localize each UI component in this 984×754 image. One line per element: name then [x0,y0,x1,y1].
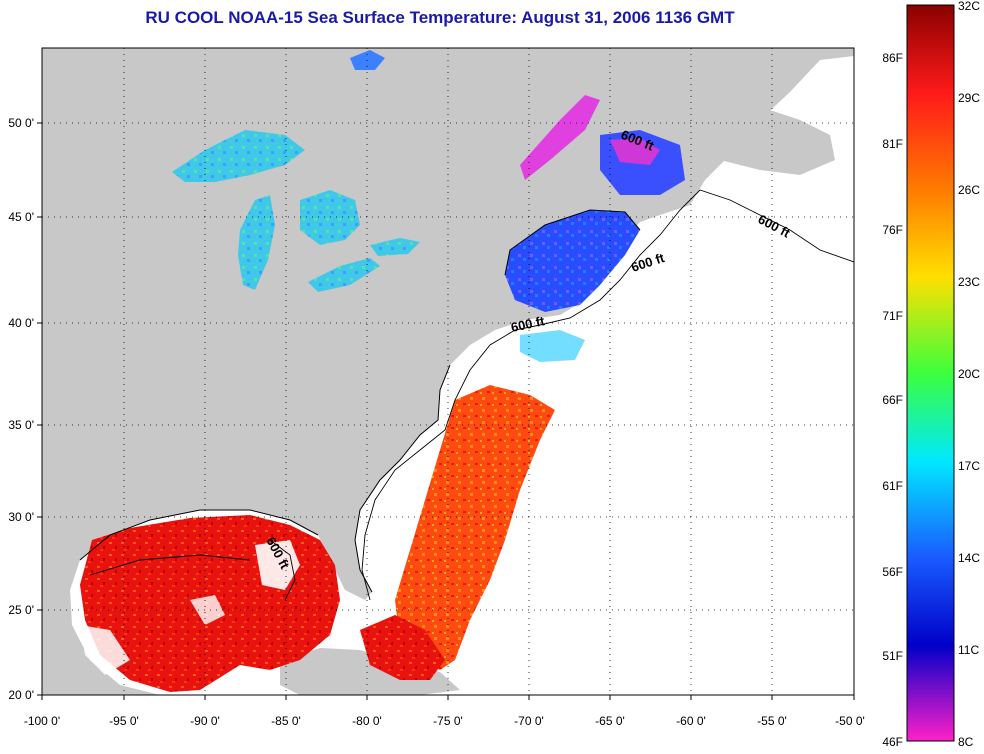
x-tick-label: -80 0' [352,714,382,728]
sst-cold-patch [610,138,660,165]
sst-gulf-of-maine [505,210,640,312]
isobath-label: 600 ft [510,313,547,335]
x-tick-label: -95 0' [109,714,139,728]
x-tick-label: -65 0' [595,714,625,728]
land-cuba [280,648,460,695]
coastline [79,209,641,593]
y-tick-label: 25 0' [8,603,34,617]
lake-michigan [238,195,275,290]
y-axis-labels: 50 0' 45 0' 40 0' 35 0' 30 0' 25 0' 20 0… [8,116,34,702]
y-tick-label: 40 0' [8,316,34,330]
y-tick-label: 20 0' [8,688,34,702]
celsius-label: 20C [958,367,980,381]
fahrenheit-label: 66F [882,393,903,407]
fahrenheit-label: 81F [882,137,903,151]
lake-ontario [370,238,420,256]
fahrenheit-label: 51F [882,649,903,663]
colorbar-celsius-labels: 32C 29C 26C 23C 20C 17C 14C 11C 8C [958,0,980,749]
sst-atlantic-swath [395,385,555,670]
sst-map: -100 0' -95 0' -90 0' -85 0' -80 0' -75 … [8,47,865,728]
fahrenheit-label: 56F [882,565,903,579]
land-north-america [42,48,854,695]
x-axis-labels: -100 0' -95 0' -90 0' -85 0' -80 0' -75 … [24,714,865,728]
cloud-gap [190,595,225,625]
sst-shelf-edge [520,330,585,362]
isobath-contours [89,189,854,601]
celsius-label: 8C [958,735,974,749]
lake-erie [308,258,380,292]
colorbar-gradient [906,4,955,742]
celsius-label: 14C [958,551,980,565]
fahrenheit-label: 71F [882,309,903,323]
cloud-gap [255,540,300,590]
lake-huron [300,190,360,245]
lake-winnipeg-region [350,50,385,70]
x-tick-label: -85 0' [271,714,301,728]
y-tick-label: 50 0' [8,116,34,130]
sst-florida-straits [360,615,445,680]
x-tick-label: -75 0' [433,714,463,728]
cloud-gap [80,625,130,675]
x-tick-label: -90 0' [190,714,220,728]
map-title: RU COOL NOAA-15 Sea Surface Temperature:… [145,8,735,27]
fahrenheit-label: 61F [882,479,903,493]
colorbar-fahrenheit-labels: 86F 81F 76F 71F 66F 61F 56F 51F 46F [882,51,903,749]
land-newfoundland [700,60,835,175]
celsius-label: 17C [958,459,980,473]
celsius-label: 32C [958,0,980,13]
x-tick-label: -70 0' [514,714,544,728]
fahrenheit-label: 86F [882,51,903,65]
x-tick-label: -55 0' [757,714,787,728]
celsius-label: 23C [958,275,980,289]
celsius-label: 26C [958,183,980,197]
y-tick-label: 30 0' [8,510,34,524]
axis-ticks [37,122,855,700]
y-tick-label: 35 0' [8,418,34,432]
fahrenheit-label: 76F [882,223,903,237]
celsius-label: 11C [958,643,979,657]
x-tick-label: -50 0' [835,714,865,728]
y-tick-label: 45 0' [8,210,34,224]
x-tick-label: -100 0' [24,714,60,728]
fahrenheit-label: 46F [882,735,903,749]
sst-st-lawrence-river [520,95,600,180]
celsius-label: 29C [958,91,980,105]
x-tick-label: -60 0' [676,714,706,728]
